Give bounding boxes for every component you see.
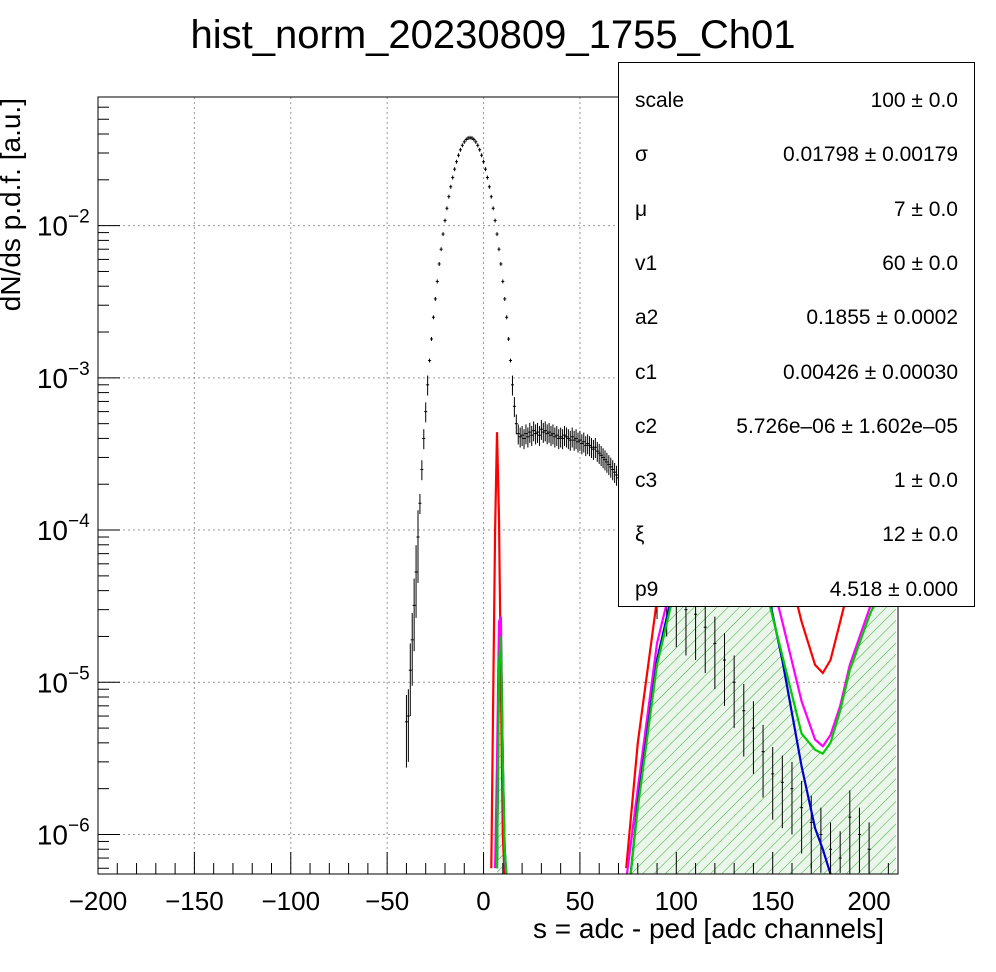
y-tick-label: 10 (37, 211, 68, 242)
y-tick-exponent: −4 (68, 511, 90, 532)
stats-param-value: 0.01798 ± 0.00179 (782, 143, 958, 167)
stats-row: σ 0.01798 ± 0.00179 (619, 127, 974, 181)
stats-param-name: c3 (635, 469, 658, 493)
y-tick-label: 10 (37, 819, 68, 850)
x-tick-label: 50 (565, 886, 594, 916)
hatched-fill-area (630, 525, 897, 874)
y-tick-label: 10 (37, 515, 68, 546)
stats-param-name: μ (635, 197, 648, 221)
y-tick-exponent: −2 (68, 207, 90, 228)
stats-row: ξ 12 ± 0.0 (619, 507, 974, 561)
stats-param-name: σ (635, 143, 648, 167)
x-tick-label: −200 (69, 886, 128, 916)
chart-title: hist_norm_20230809_1755_Ch01 (191, 13, 796, 57)
x-axis-label: s = adc - ped [adc channels] (533, 913, 884, 944)
data-points (404, 135, 871, 873)
stats-param-value: 5.726e–06 ± 1.602e–05 (736, 414, 958, 438)
stats-param-value: 7 ± 0.0 (893, 197, 958, 221)
stats-param-name: c2 (635, 414, 658, 438)
fit-stats-box: scale 100 ± 0.0 σ 0.01798 ± 0.00179 μ 7 ± 0.0… (618, 62, 975, 607)
stats-row: a2 0.1855 ± 0.0002 (619, 290, 974, 344)
x-tick-label: 200 (847, 886, 890, 916)
stats-param-name: c1 (635, 360, 658, 384)
stats-param-value: 0.00426 ± 0.00030 (782, 360, 958, 384)
stats-row: v1 60 ± 0.0 (619, 236, 974, 290)
x-tick-label: 100 (655, 886, 698, 916)
stats-param-value: 1 ± 0.0 (893, 469, 958, 493)
fit-curve (495, 636, 508, 874)
x-tick-label: −100 (261, 886, 320, 916)
y-tick-label: 10 (37, 667, 68, 698)
stats-param-name: v1 (635, 251, 658, 275)
x-tick-label: −150 (165, 886, 224, 916)
y-tick-exponent: −6 (68, 815, 90, 836)
stats-param-name: p9 (635, 577, 659, 601)
fit-curve (490, 432, 506, 874)
x-tick-label: 0 (476, 886, 490, 916)
y-tick-label: 10 (37, 363, 68, 394)
stats-param-value: 100 ± 0.0 (870, 89, 958, 112)
y-tick-exponent: −5 (68, 663, 90, 684)
stats-param-value: 4.518 ± 0.000 (829, 577, 958, 601)
stats-row: p9 4.518 ± 0.000 (619, 562, 974, 616)
stats-row: c3 1 ± 0.0 (619, 453, 974, 507)
stats-row: scale 100 ± 0.0 (619, 73, 974, 127)
stats-param-name: ξ (635, 523, 645, 547)
x-tick-label: 150 (751, 886, 794, 916)
x-tick-label: −50 (365, 886, 409, 916)
stats-row: μ 7 ± 0.0 (619, 182, 974, 236)
stats-param-value: 0.1855 ± 0.0002 (806, 306, 958, 330)
stats-param-name: scale (635, 89, 685, 112)
stats-row: c1 0.00426 ± 0.00030 (619, 345, 974, 399)
y-tick-exponent: −3 (68, 359, 90, 380)
y-axis-label: dN/ds p.d.f. [a.u.] (0, 98, 26, 311)
stats-param-value: 12 ± 0.0 (882, 523, 958, 547)
stats-row: c2 5.726e–06 ± 1.602e–05 (619, 399, 974, 453)
stats-param-value: 60 ± 0.0 (882, 251, 958, 275)
stats-param-name: a2 (635, 306, 659, 330)
